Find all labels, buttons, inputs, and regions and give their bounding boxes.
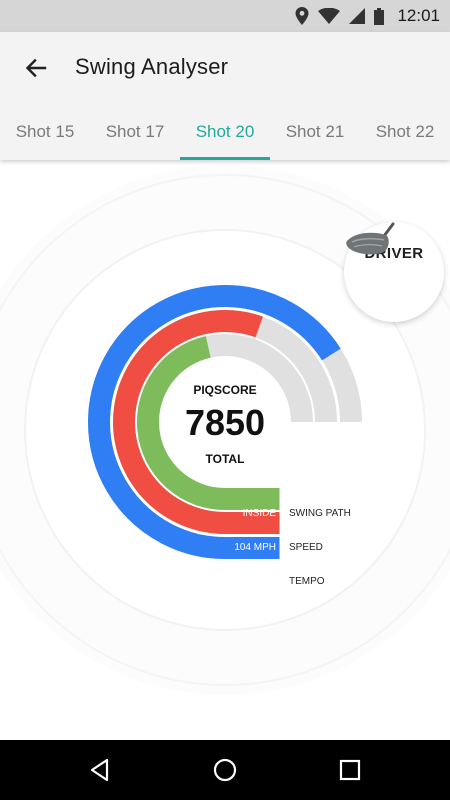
tab-shot-21[interactable]: Shot 21 (285, 122, 345, 141)
tempo-label: TEMPO (289, 576, 325, 587)
score-value: 7850 (184, 402, 266, 443)
swing-path-value: INSIDE (242, 508, 276, 519)
status-icons: 12:01 (295, 0, 440, 32)
score-sublabel: TOTAL (205, 452, 245, 466)
page-title: Swing Analyser (75, 54, 229, 79)
driver-club-icon (346, 222, 395, 255)
status-bar: 12:01 (0, 0, 450, 32)
back-button[interactable] (20, 52, 52, 84)
tab-shot-17[interactable]: Shot 17 (105, 122, 165, 141)
club-badge[interactable]: DRIVER (344, 222, 444, 322)
battery-icon (374, 7, 385, 25)
swing-path-label: SWING PATH (289, 508, 351, 519)
score-label: PIQSCORE (193, 383, 257, 397)
swing-rings-chart (0, 165, 450, 695)
tempo-ring-fill (88, 285, 341, 559)
nav-home-icon[interactable] (210, 755, 240, 785)
nav-recents-icon[interactable] (335, 755, 365, 785)
wifi-icon (318, 8, 341, 24)
shot-tabs: Shot 15 Shot 17 Shot 20 Shot 21 Shot 22 (0, 104, 450, 160)
speed-ring-tab (224, 512, 280, 534)
nav-back-icon[interactable] (85, 755, 115, 785)
background-ring-line (0, 174, 450, 686)
swing-content: DRIVER PIQSCORE 7850 TOTAL INSIDE SWING … (0, 160, 450, 740)
active-tab-indicator (180, 157, 270, 160)
signal-icon (349, 8, 366, 24)
speed-ring-fill (113, 310, 263, 534)
back-arrow-icon (25, 58, 47, 78)
status-time: 12:01 (397, 6, 440, 25)
speed-value: 104 MPH (234, 542, 276, 553)
tab-shot-15[interactable]: Shot 15 (15, 122, 75, 141)
system-nav-bar (0, 740, 450, 800)
swing-path-ring-fill (137, 336, 226, 510)
app-bar: Swing Analyser Shot 15 Shot 17 Shot 20 S… (0, 32, 450, 160)
swing-path-ring-tab (224, 488, 280, 510)
location-icon (295, 7, 309, 25)
tempo-value: 2.8:1 (253, 576, 276, 587)
speed-label: SPEED (289, 542, 323, 553)
tab-shot-20[interactable]: Shot 20 (195, 122, 255, 141)
tab-shot-22[interactable]: Shot 22 (375, 122, 435, 141)
tempo-ring-tab (224, 537, 280, 559)
